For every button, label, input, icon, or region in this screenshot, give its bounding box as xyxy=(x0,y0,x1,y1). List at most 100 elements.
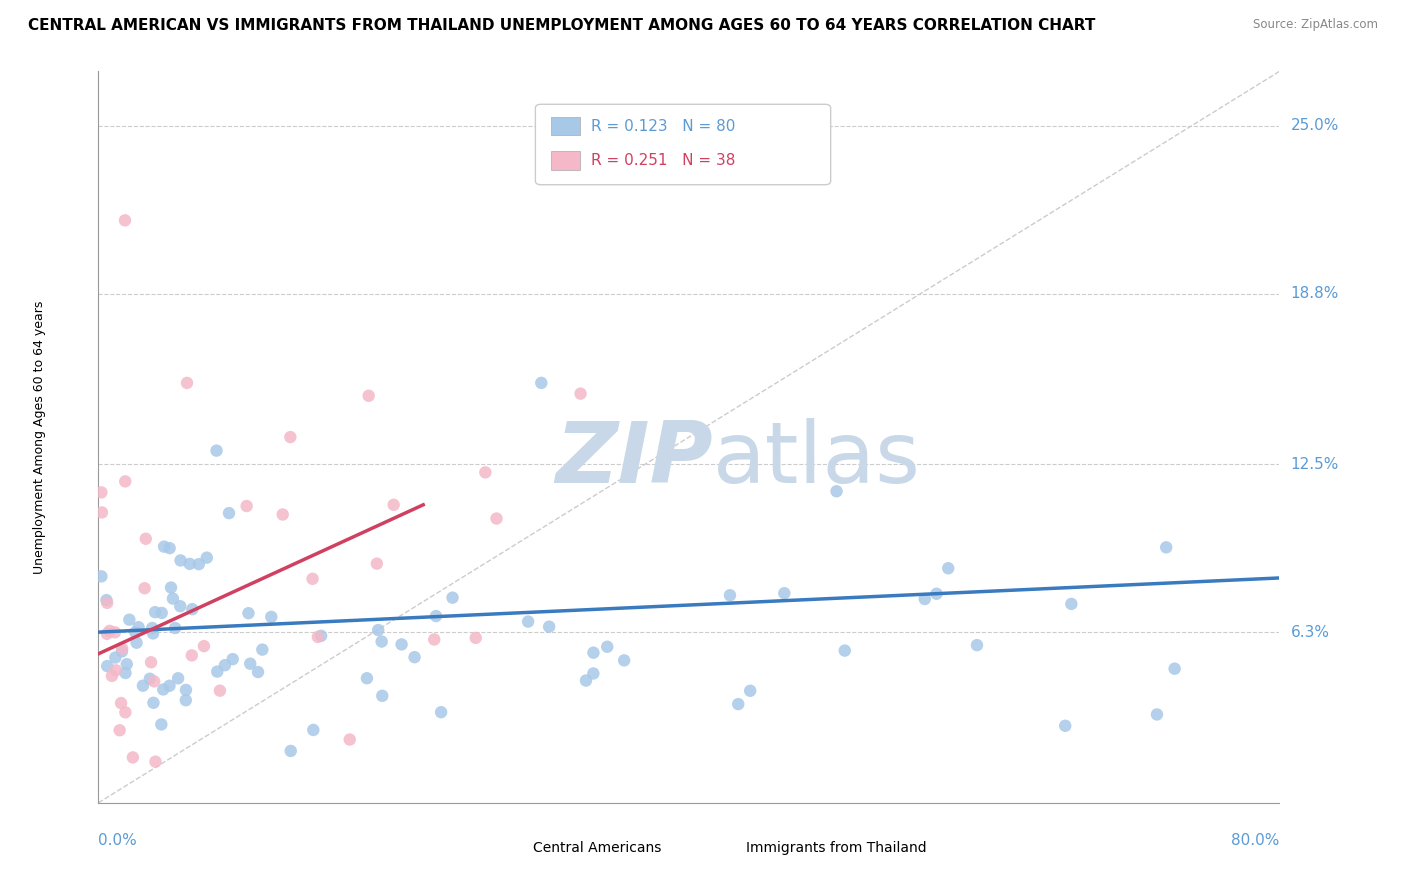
Point xyxy=(142,696,165,710)
Point xyxy=(143,605,166,619)
Point xyxy=(391,637,413,651)
Point xyxy=(111,644,134,658)
Point xyxy=(96,627,118,641)
Point xyxy=(575,673,598,688)
Point xyxy=(825,484,848,499)
Point xyxy=(98,624,121,638)
Point xyxy=(582,646,605,660)
Point xyxy=(135,532,157,546)
Text: Central Americans: Central Americans xyxy=(533,841,661,855)
Point xyxy=(423,632,446,647)
Point xyxy=(280,744,302,758)
Point xyxy=(425,609,447,624)
Text: R = 0.251   N = 38: R = 0.251 N = 38 xyxy=(591,153,735,168)
Point xyxy=(193,639,215,653)
Point xyxy=(740,683,762,698)
Point xyxy=(404,650,426,665)
Point xyxy=(966,638,988,652)
Point xyxy=(169,553,191,567)
Point xyxy=(718,588,741,602)
Text: atlas: atlas xyxy=(713,417,921,500)
Point xyxy=(371,689,394,703)
Point xyxy=(936,561,959,575)
Point xyxy=(114,706,136,720)
Point xyxy=(307,630,329,644)
Point xyxy=(1054,719,1077,733)
Point xyxy=(538,620,561,634)
Point xyxy=(104,650,127,665)
Point xyxy=(160,581,183,595)
Point xyxy=(218,506,240,520)
Point xyxy=(96,659,118,673)
Text: 80.0%: 80.0% xyxy=(1232,833,1279,848)
Text: 18.8%: 18.8% xyxy=(1291,286,1339,301)
Point xyxy=(441,591,464,605)
Point xyxy=(108,723,131,738)
Point xyxy=(214,658,236,673)
Point xyxy=(207,665,229,679)
Point xyxy=(96,596,118,610)
Point xyxy=(280,430,302,444)
Point xyxy=(128,620,150,634)
Point xyxy=(235,499,257,513)
Point xyxy=(152,682,174,697)
Point xyxy=(143,674,166,689)
Point xyxy=(727,697,749,711)
Point xyxy=(339,732,361,747)
Point xyxy=(247,665,270,679)
Text: CENTRAL AMERICAN VS IMMIGRANTS FROM THAILAND UNEMPLOYMENT AMONG AGES 60 TO 64 YE: CENTRAL AMERICAN VS IMMIGRANTS FROM THAI… xyxy=(28,18,1095,33)
Point xyxy=(125,636,148,650)
Point xyxy=(114,665,136,680)
Point xyxy=(101,669,124,683)
Point xyxy=(530,376,553,390)
Bar xyxy=(551,117,581,136)
Point xyxy=(239,657,262,671)
Point xyxy=(110,696,132,710)
Point xyxy=(485,511,508,525)
Point xyxy=(596,640,619,654)
Point xyxy=(176,376,198,390)
Point xyxy=(370,634,392,648)
Point xyxy=(1163,662,1185,676)
Text: 6.3%: 6.3% xyxy=(1291,624,1330,640)
Point xyxy=(582,666,605,681)
Point xyxy=(834,643,856,657)
Point xyxy=(96,593,118,607)
Point xyxy=(205,443,228,458)
Point xyxy=(260,610,283,624)
Bar xyxy=(551,152,581,169)
Text: R = 0.123   N = 80: R = 0.123 N = 80 xyxy=(591,119,735,134)
Point xyxy=(111,641,134,656)
Point xyxy=(252,642,274,657)
Point xyxy=(382,498,405,512)
Text: Unemployment Among Ages 60 to 64 years: Unemployment Among Ages 60 to 64 years xyxy=(32,301,46,574)
Point xyxy=(104,625,127,640)
Point xyxy=(114,475,136,489)
Point xyxy=(925,587,948,601)
Point xyxy=(238,606,260,620)
Point xyxy=(150,717,173,731)
Point xyxy=(1154,541,1177,555)
Point xyxy=(914,592,936,607)
Text: 12.5%: 12.5% xyxy=(1291,457,1339,472)
Point xyxy=(430,705,453,719)
Point xyxy=(150,606,173,620)
Point xyxy=(181,602,204,616)
Point xyxy=(301,572,323,586)
Text: 25.0%: 25.0% xyxy=(1291,118,1339,133)
Point xyxy=(159,541,181,556)
Point xyxy=(309,629,332,643)
Point xyxy=(613,653,636,667)
Point xyxy=(124,625,146,640)
FancyBboxPatch shape xyxy=(536,104,831,185)
Point xyxy=(121,750,143,764)
Point xyxy=(142,626,165,640)
Point xyxy=(169,599,191,614)
Point xyxy=(118,613,141,627)
Point xyxy=(174,693,197,707)
Point xyxy=(180,648,202,663)
Point xyxy=(167,671,190,685)
Point xyxy=(367,623,389,637)
Point xyxy=(153,540,176,554)
Point xyxy=(90,569,112,583)
